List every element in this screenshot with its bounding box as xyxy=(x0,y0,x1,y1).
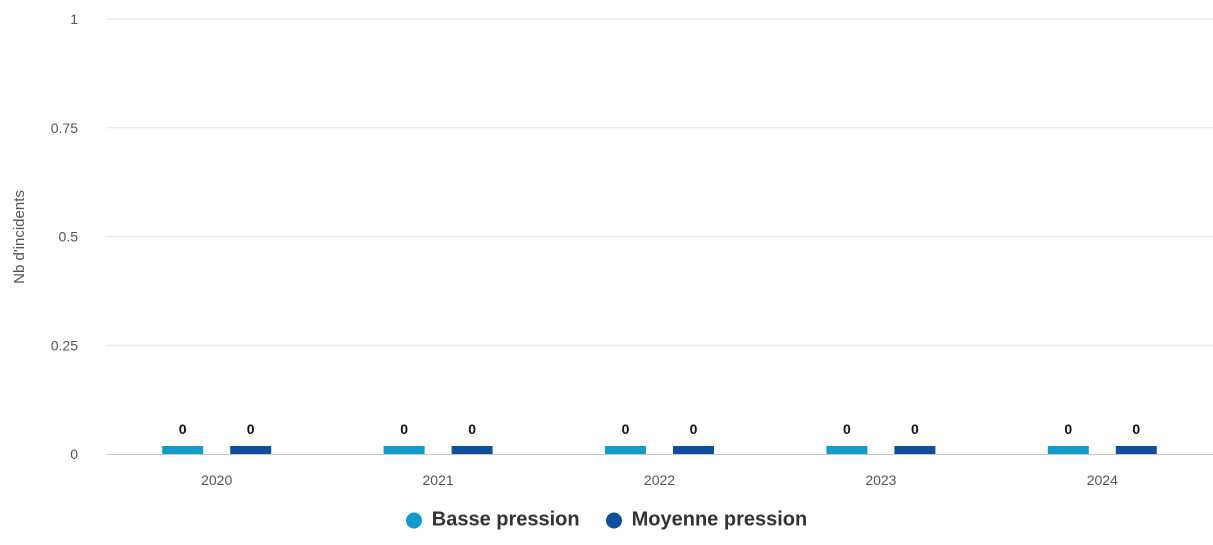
x-axis-ticks: 2020 2021 2022 2023 2024 xyxy=(201,472,1118,488)
bar-basse-pression-2021[interactable] xyxy=(383,446,425,454)
bar-moyenne-pression-2020[interactable] xyxy=(230,446,272,454)
bar-moyenne-pression-2024[interactable] xyxy=(1115,446,1157,454)
y-axis-label: Nb d'incidents xyxy=(11,190,28,284)
legend: Basse pression Moyenne pression xyxy=(0,509,1213,532)
legend-marker-moyenne-pression xyxy=(605,512,622,528)
x-tick-label: 2023 xyxy=(865,472,896,488)
legend-item-moyenne-pression[interactable]: Moyenne pression xyxy=(605,508,808,532)
data-label-basse-pression-2022: 0 xyxy=(622,421,630,437)
legend-label-basse-pression: Basse pression xyxy=(431,508,580,531)
x-tick-label: 2020 xyxy=(201,472,232,488)
bar-basse-pression-2024[interactable] xyxy=(1047,446,1089,454)
y-tick-label: 0.5 xyxy=(59,229,79,245)
bar-moyenne-pression-2021[interactable] xyxy=(451,446,493,454)
data-labels: 0 0 0 0 0 0 0 0 0 0 xyxy=(179,421,1141,437)
y-tick-label: 0.75 xyxy=(51,120,78,136)
data-label-basse-pression-2020: 0 xyxy=(179,421,187,437)
bar-basse-pression-2023[interactable] xyxy=(826,446,868,454)
data-label-basse-pression-2024: 0 xyxy=(1064,421,1072,437)
grid-lines xyxy=(106,18,1213,346)
bar-basse-pression-2022[interactable] xyxy=(605,446,646,454)
x-tick-label: 2021 xyxy=(423,472,454,488)
y-tick-label: 0.25 xyxy=(51,337,78,353)
bar-moyenne-pression-2022[interactable] xyxy=(673,446,714,454)
bar-moyenne-pression-2023[interactable] xyxy=(894,446,936,454)
legend-label-moyenne-pression: Moyenne pression xyxy=(631,508,808,531)
bar-basse-pression-2020[interactable] xyxy=(162,446,204,454)
data-label-moyenne-pression-2023: 0 xyxy=(911,421,919,437)
y-tick-label: 1 xyxy=(70,11,78,27)
legend-marker-basse-pression xyxy=(405,512,422,528)
x-tick-label: 2024 xyxy=(1087,472,1118,488)
data-label-moyenne-pression-2022: 0 xyxy=(690,421,698,437)
y-axis-ticks: 0 0.25 0.5 0.75 1 xyxy=(51,11,78,462)
data-label-moyenne-pression-2024: 0 xyxy=(1132,421,1140,437)
bars xyxy=(162,446,1157,454)
data-label-basse-pression-2021: 0 xyxy=(400,421,408,437)
data-label-moyenne-pression-2021: 0 xyxy=(468,421,476,437)
y-tick-label: 0 xyxy=(70,446,78,462)
legend-item-basse-pression[interactable]: Basse pression xyxy=(405,508,580,532)
data-label-basse-pression-2023: 0 xyxy=(843,421,851,437)
x-tick-label: 2022 xyxy=(644,472,675,488)
data-label-moyenne-pression-2020: 0 xyxy=(247,421,255,437)
